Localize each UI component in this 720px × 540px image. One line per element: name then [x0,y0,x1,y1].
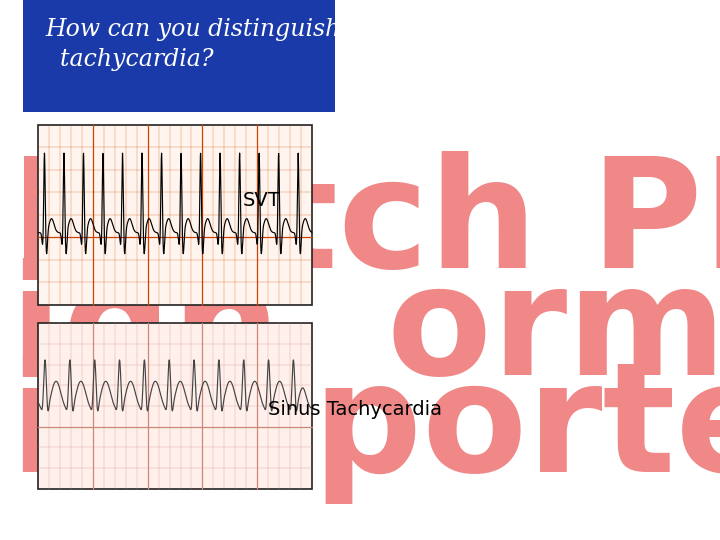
Text: ign  ormat: ign ormat [10,258,720,408]
Text: SVT: SVT [242,191,280,210]
Text: Sinus Tachycardia: Sinus Tachycardia [269,400,442,419]
FancyBboxPatch shape [38,125,312,305]
Text: Match PICT: Match PICT [10,151,720,300]
FancyBboxPatch shape [23,0,336,112]
Text: is   ported: is ported [10,355,720,504]
FancyBboxPatch shape [38,323,312,489]
Text: How can you distinguish SVT from sinus
  tachycardia?: How can you distinguish SVT from sinus t… [45,17,531,71]
